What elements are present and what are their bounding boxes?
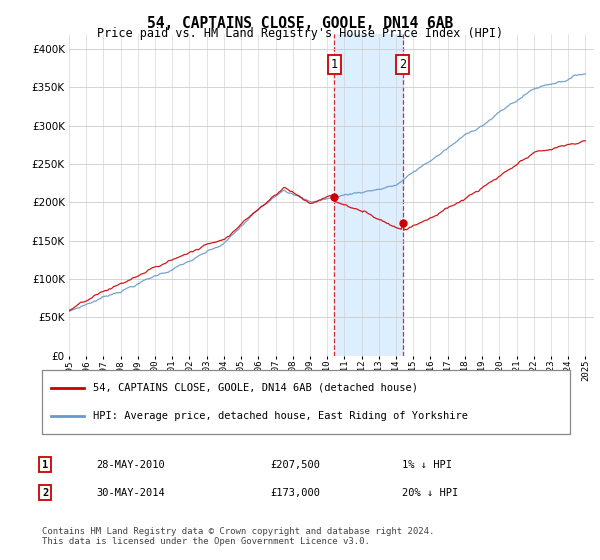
Text: Contains HM Land Registry data © Crown copyright and database right 2024.
This d: Contains HM Land Registry data © Crown c… bbox=[42, 526, 434, 546]
Text: 2: 2 bbox=[42, 488, 48, 498]
Text: 28-MAY-2010: 28-MAY-2010 bbox=[96, 460, 165, 470]
Text: £207,500: £207,500 bbox=[270, 460, 320, 470]
Text: 54, CAPTAINS CLOSE, GOOLE, DN14 6AB (detached house): 54, CAPTAINS CLOSE, GOOLE, DN14 6AB (det… bbox=[93, 382, 418, 393]
Text: 20% ↓ HPI: 20% ↓ HPI bbox=[402, 488, 458, 498]
Text: 54, CAPTAINS CLOSE, GOOLE, DN14 6AB: 54, CAPTAINS CLOSE, GOOLE, DN14 6AB bbox=[147, 16, 453, 31]
Bar bbox=[334, 34, 403, 356]
Text: 1: 1 bbox=[42, 460, 48, 470]
Text: £173,000: £173,000 bbox=[270, 488, 320, 498]
Text: 2: 2 bbox=[400, 58, 406, 71]
Text: Price paid vs. HM Land Registry's House Price Index (HPI): Price paid vs. HM Land Registry's House … bbox=[97, 27, 503, 40]
Text: 1: 1 bbox=[331, 58, 338, 71]
Text: HPI: Average price, detached house, East Riding of Yorkshire: HPI: Average price, detached house, East… bbox=[93, 411, 468, 421]
Text: 30-MAY-2014: 30-MAY-2014 bbox=[96, 488, 165, 498]
Text: 1% ↓ HPI: 1% ↓ HPI bbox=[402, 460, 452, 470]
